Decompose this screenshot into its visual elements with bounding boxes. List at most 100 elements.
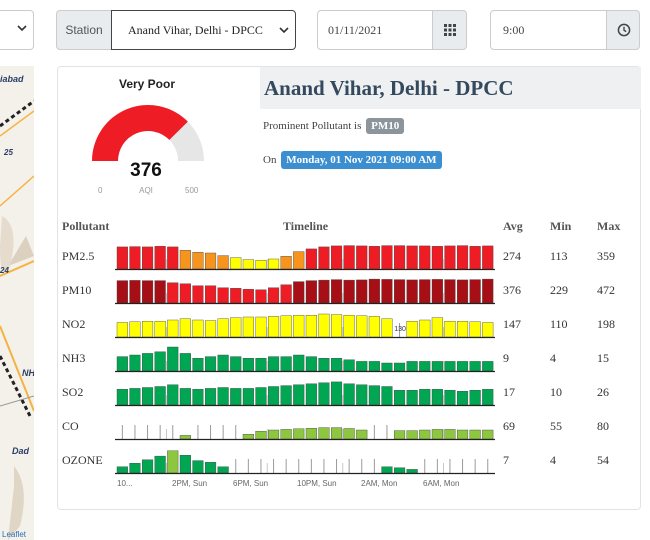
timeline-bar[interactable] (394, 362, 406, 372)
timeline-bar[interactable] (154, 280, 166, 304)
timeline-bar[interactable] (406, 279, 418, 304)
timeline-bar[interactable] (217, 387, 229, 406)
timeline-bar[interactable] (179, 283, 191, 304)
timeline-bar[interactable] (444, 320, 456, 338)
timeline-bar[interactable] (204, 356, 217, 372)
timeline-bar[interactable] (167, 246, 179, 270)
timeline-bar[interactable] (406, 245, 418, 270)
timeline-bar[interactable] (280, 284, 292, 304)
timeline-bar[interactable] (280, 429, 292, 440)
timeline-bar[interactable] (293, 428, 305, 440)
timeline-bar[interactable] (217, 287, 229, 304)
timeline-bar[interactable] (154, 320, 166, 338)
timeline-bar[interactable] (154, 246, 166, 270)
timeline-bar[interactable] (406, 390, 418, 406)
timeline-bar[interactable] (330, 314, 343, 338)
timeline-bar[interactable] (318, 279, 330, 304)
timeline-bar[interactable] (116, 322, 128, 338)
timeline-bar[interactable] (230, 356, 242, 372)
timeline-bar[interactable] (482, 389, 494, 406)
timeline-bar[interactable] (293, 281, 305, 304)
timeline-bar[interactable] (255, 387, 267, 406)
timeline-bar[interactable] (419, 245, 431, 270)
timeline-bar[interactable] (406, 430, 418, 440)
timeline-bar[interactable] (431, 429, 443, 440)
timeline-bar[interactable] (204, 388, 217, 406)
timeline-bar[interactable] (444, 361, 456, 372)
timeline-bar[interactable] (267, 429, 280, 440)
timeline-bar[interactable] (192, 358, 204, 372)
timeline-bar[interactable] (419, 319, 431, 338)
timeline-bar[interactable] (482, 429, 494, 440)
timeline-bar[interactable] (129, 280, 141, 304)
timeline-bar[interactable] (280, 385, 292, 406)
timeline-bar[interactable] (482, 278, 494, 304)
timeline-bar[interactable] (318, 358, 330, 372)
timeline-bar[interactable] (330, 279, 343, 304)
timeline-bar[interactable] (343, 245, 355, 270)
timeline-bar[interactable] (368, 316, 380, 338)
timeline-bar[interactable] (167, 346, 179, 372)
timeline-bar[interactable] (444, 279, 456, 304)
timeline-bar[interactable] (381, 386, 393, 406)
timeline-bar[interactable] (267, 287, 280, 304)
timeline-bar[interactable] (356, 361, 368, 372)
timeline-bar[interactable] (482, 245, 494, 270)
timeline-bar[interactable] (242, 289, 254, 304)
timeline-bar[interactable] (305, 314, 317, 338)
timeline-bar[interactable] (457, 279, 469, 304)
timeline-bar[interactable] (154, 351, 166, 372)
timeline-bar[interactable] (469, 246, 481, 270)
timeline-bar[interactable] (142, 246, 154, 270)
timeline-bar[interactable] (179, 388, 191, 406)
timeline-bar[interactable] (230, 288, 242, 304)
timeline-bar[interactable] (293, 314, 305, 338)
timeline-bar[interactable] (192, 252, 204, 270)
time-picker-button[interactable] (606, 10, 640, 50)
timeline-bar[interactable] (167, 282, 179, 304)
timeline-bar[interactable] (179, 250, 191, 270)
timeline-bar[interactable] (356, 315, 368, 338)
timeline-bar[interactable] (242, 316, 254, 338)
timeline-bar[interactable] (381, 362, 393, 372)
timeline-bar[interactable] (217, 354, 229, 372)
timeline-bar[interactable] (280, 256, 292, 270)
timeline-bar[interactable] (368, 385, 380, 406)
timeline-bar[interactable] (343, 428, 355, 440)
timeline-bar[interactable] (267, 258, 280, 270)
timeline-bar[interactable] (204, 285, 217, 304)
station-dropdown[interactable]: Anand Vihar, Delhi - DPCC (111, 10, 296, 50)
timeline-bar[interactable] (167, 319, 179, 338)
timeline-bar[interactable] (318, 246, 330, 270)
timeline-bar[interactable] (255, 431, 267, 440)
timeline-bar[interactable] (318, 382, 330, 406)
timeline-bar[interactable] (192, 319, 204, 338)
timeline-bar[interactable] (381, 466, 393, 474)
left-dropdown[interactable] (0, 10, 34, 50)
timeline-bar[interactable] (394, 279, 406, 304)
timeline-bar[interactable] (255, 260, 267, 270)
timeline-bar[interactable] (356, 384, 368, 406)
map-view[interactable]: iabad Dad NH 24 25 (0, 66, 34, 540)
timeline-bar[interactable] (444, 245, 456, 270)
timeline-bar[interactable] (482, 322, 494, 338)
timeline-bar[interactable] (217, 255, 229, 270)
date-picker-button[interactable] (432, 10, 467, 50)
timeline-bar[interactable] (129, 321, 141, 338)
timeline-bar[interactable] (217, 466, 229, 474)
timeline-bar[interactable] (343, 279, 355, 304)
timeline-bar[interactable] (318, 427, 330, 440)
timeline-bar[interactable] (469, 321, 481, 338)
timeline-bar[interactable] (179, 435, 191, 440)
timeline-bar[interactable] (192, 389, 204, 406)
timeline-bar[interactable] (381, 318, 393, 338)
timeline-bar[interactable] (293, 354, 305, 372)
timeline-bar[interactable] (457, 245, 469, 270)
timeline-bar[interactable] (343, 359, 355, 372)
timeline-bar[interactable] (431, 317, 443, 338)
timeline-bar[interactable] (368, 361, 380, 372)
timeline-bar[interactable] (129, 246, 141, 270)
timeline-bar[interactable] (457, 320, 469, 338)
timeline-bar[interactable] (129, 463, 141, 474)
timeline-bar[interactable] (482, 361, 494, 372)
